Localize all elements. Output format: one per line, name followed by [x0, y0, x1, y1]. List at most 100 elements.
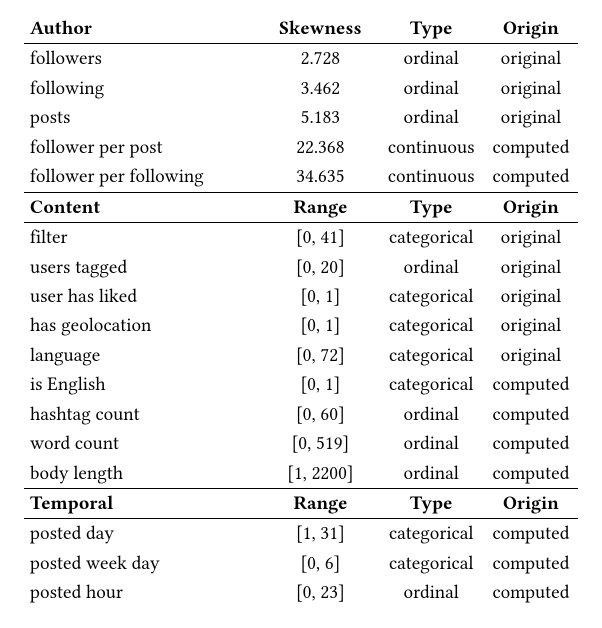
cell-value: 3.462	[262, 74, 378, 103]
cell-origin: computed	[484, 549, 578, 578]
cell-type: categorical	[379, 519, 484, 549]
table-row: language [0, 72] categorical original	[24, 341, 578, 370]
table-row: follower per following 34.635 continuous…	[24, 162, 578, 192]
cell-origin: computed	[484, 400, 578, 429]
table-row: posted day [1, 31] categorical computed	[24, 519, 578, 549]
cell-value: 22.368	[262, 133, 378, 162]
col-header-content: Content	[24, 192, 262, 222]
cell-value: [0, 6]	[262, 549, 378, 578]
cell-origin: original	[484, 311, 578, 340]
table-row: followers 2.728 ordinal original	[24, 44, 578, 74]
col-header-type: Type	[379, 489, 484, 519]
cell-label: filter	[24, 223, 262, 253]
cell-type: ordinal	[379, 429, 484, 458]
cell-origin: original	[484, 253, 578, 282]
cell-label: body length	[24, 459, 262, 489]
cell-origin: computed	[484, 519, 578, 549]
cell-label: posted week day	[24, 549, 262, 578]
cell-type: categorical	[379, 282, 484, 311]
features-table-page: Author Skewness Type Origin followers 2.…	[0, 0, 602, 628]
cell-label: has geolocation	[24, 311, 262, 340]
col-header-origin: Origin	[484, 192, 578, 222]
cell-type: ordinal	[379, 103, 484, 132]
table-row: body length [1, 2200] ordinal computed	[24, 459, 578, 489]
col-header-author: Author	[24, 14, 262, 44]
cell-label: follower per post	[24, 133, 262, 162]
table-row: is English [0, 1] categorical computed	[24, 370, 578, 399]
cell-origin: computed	[484, 578, 578, 607]
cell-label: following	[24, 74, 262, 103]
cell-type: ordinal	[379, 400, 484, 429]
cell-label: follower per following	[24, 162, 262, 192]
cell-type: ordinal	[379, 44, 484, 74]
cell-value: 2.728	[262, 44, 378, 74]
cell-value: 34.635	[262, 162, 378, 192]
cell-origin: original	[484, 44, 578, 74]
cell-label: hashtag count	[24, 400, 262, 429]
cell-value: [0, 1]	[262, 370, 378, 399]
cell-label: language	[24, 341, 262, 370]
table-row: users tagged [0, 20] ordinal original	[24, 253, 578, 282]
cell-type: categorical	[379, 223, 484, 253]
cell-origin: computed	[484, 459, 578, 489]
cell-value: [0, 72]	[262, 341, 378, 370]
cell-type: ordinal	[379, 578, 484, 607]
cell-label: followers	[24, 44, 262, 74]
cell-value: 5.183	[262, 103, 378, 132]
col-header-temporal: Temporal	[24, 489, 262, 519]
table-row: posts 5.183 ordinal original	[24, 103, 578, 132]
cell-type: categorical	[379, 341, 484, 370]
table-row: word count [0, 519] ordinal computed	[24, 429, 578, 458]
cell-value: [0, 1]	[262, 311, 378, 340]
cell-label: users tagged	[24, 253, 262, 282]
cell-value: [0, 41]	[262, 223, 378, 253]
table-row: hashtag count [0, 60] ordinal computed	[24, 400, 578, 429]
cell-type: ordinal	[379, 253, 484, 282]
section-author-header: Author Skewness Type Origin	[24, 14, 578, 44]
cell-value: [0, 60]	[262, 400, 378, 429]
cell-origin: computed	[484, 370, 578, 399]
cell-label: word count	[24, 429, 262, 458]
col-header-type: Type	[379, 192, 484, 222]
section-content-header: Content Range Type Origin	[24, 192, 578, 222]
cell-type: continuous	[379, 133, 484, 162]
table-row: follower per post 22.368 continuous comp…	[24, 133, 578, 162]
cell-label: posted day	[24, 519, 262, 549]
cell-value: [1, 2200]	[262, 459, 378, 489]
cell-type: ordinal	[379, 459, 484, 489]
cell-origin: original	[484, 282, 578, 311]
cell-type: ordinal	[379, 74, 484, 103]
cell-value: [0, 23]	[262, 578, 378, 607]
cell-value: [1, 31]	[262, 519, 378, 549]
cell-type: continuous	[379, 162, 484, 192]
cell-label: is English	[24, 370, 262, 399]
cell-origin: original	[484, 223, 578, 253]
cell-origin: original	[484, 103, 578, 132]
col-header-range: Range	[262, 489, 378, 519]
col-header-range: Range	[262, 192, 378, 222]
col-header-skewness: Skewness	[262, 14, 378, 44]
features-table: Author Skewness Type Origin followers 2.…	[24, 14, 578, 608]
cell-origin: original	[484, 341, 578, 370]
cell-origin: original	[484, 74, 578, 103]
cell-type: categorical	[379, 549, 484, 578]
cell-type: categorical	[379, 311, 484, 340]
cell-origin: computed	[484, 429, 578, 458]
col-header-origin: Origin	[484, 14, 578, 44]
table-row: following 3.462 ordinal original	[24, 74, 578, 103]
cell-label: user has liked	[24, 282, 262, 311]
cell-label: posted hour	[24, 578, 262, 607]
table-row: user has liked [0, 1] categorical origin…	[24, 282, 578, 311]
section-temporal-header: Temporal Range Type Origin	[24, 489, 578, 519]
cell-type: categorical	[379, 370, 484, 399]
cell-origin: computed	[484, 133, 578, 162]
cell-label: posts	[24, 103, 262, 132]
cell-value: [0, 20]	[262, 253, 378, 282]
table-row: filter [0, 41] categorical original	[24, 223, 578, 253]
col-header-origin: Origin	[484, 489, 578, 519]
cell-origin: computed	[484, 162, 578, 192]
table-row: has geolocation [0, 1] categorical origi…	[24, 311, 578, 340]
table-row: posted hour [0, 23] ordinal computed	[24, 578, 578, 607]
cell-value: [0, 1]	[262, 282, 378, 311]
col-header-type: Type	[379, 14, 484, 44]
